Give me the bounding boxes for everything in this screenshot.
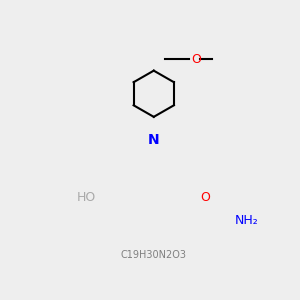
Text: N: N [148, 133, 160, 147]
Text: NH₂: NH₂ [235, 214, 259, 227]
Text: HO: HO [76, 191, 96, 204]
Text: C19H30N2O3: C19H30N2O3 [121, 250, 187, 260]
Text: O: O [200, 191, 210, 204]
Text: O: O [191, 52, 201, 66]
